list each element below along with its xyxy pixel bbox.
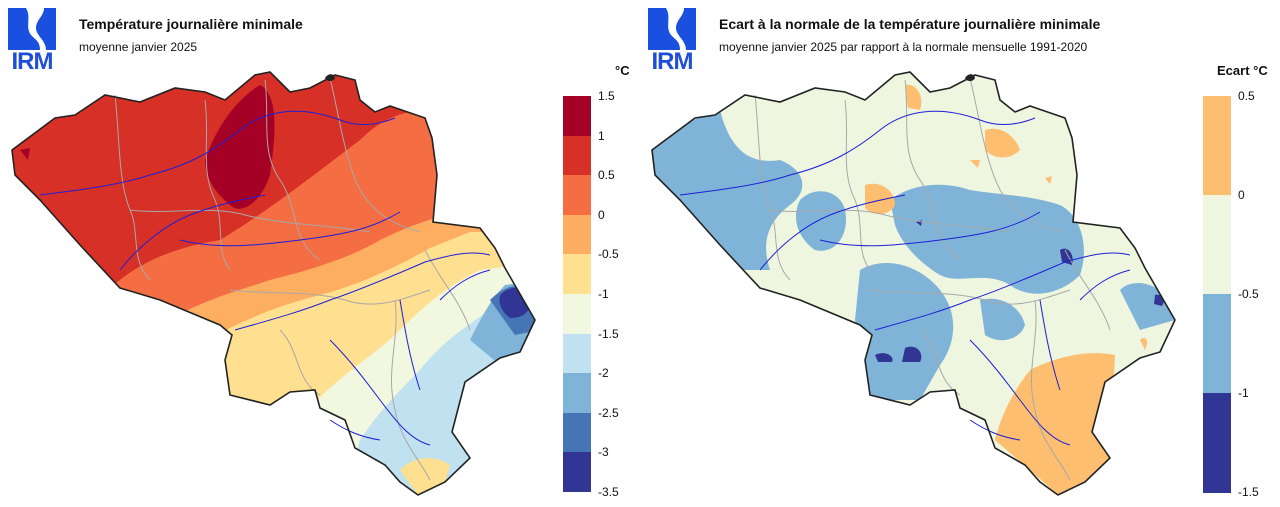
legend-color-swatch — [563, 373, 591, 414]
irm-logo-mark — [8, 8, 56, 50]
legend-tick-label: -3 — [598, 445, 609, 460]
legend-unit-label: °C — [615, 63, 630, 78]
legend-tick-label: -2 — [598, 366, 609, 381]
temperature-color-legend — [563, 96, 591, 493]
legend-tick-label: 0 — [598, 207, 605, 222]
irm-logo-text: IRM — [651, 48, 694, 75]
anomaly-color-legend — [1203, 96, 1231, 493]
legend-color-swatch — [563, 175, 591, 216]
legend-tick-label: -0.5 — [598, 247, 619, 262]
legend-unit-label: Ecart °C — [1217, 63, 1268, 78]
legend-color-swatch — [1203, 96, 1231, 196]
legend-tick-label: -3.5 — [598, 485, 619, 499]
legend-color-swatch — [563, 452, 591, 493]
map-subtitle: moyenne janvier 2025 — [79, 40, 198, 54]
legend-color-swatch — [563, 294, 591, 335]
legend-color-swatch — [563, 135, 591, 176]
minimum-temperature-panel: IRM Température journalière minimale moy… — [6, 6, 630, 499]
legend-color-swatch — [1203, 294, 1231, 394]
legend-tick-label: -1.5 — [1238, 485, 1259, 499]
legend-tick-label: -1 — [1238, 386, 1249, 400]
map-title: Ecart à la normale de la température jou… — [719, 16, 1101, 32]
map-title: Température journalière minimale — [79, 16, 303, 32]
legend-tick-label: 0 — [1238, 188, 1245, 202]
legend-tick-label: -1 — [598, 287, 609, 301]
legend-tick-label: -2.5 — [598, 405, 619, 420]
legend-tick-label: -0.5 — [1238, 287, 1259, 301]
legend-tick-label: 0.5 — [1238, 89, 1255, 103]
legend-color-swatch — [1203, 195, 1231, 295]
legend-tick-label: -1.5 — [598, 326, 619, 341]
legend-color-swatch — [563, 254, 591, 295]
legend-color-swatch — [563, 333, 591, 374]
belgium-temperature-map — [11, 71, 536, 496]
legend-color-swatch — [1203, 393, 1231, 493]
legend-color-swatch — [563, 412, 591, 453]
irm-logo: IRM — [646, 6, 698, 75]
irm-logo-mark — [648, 8, 696, 50]
irm-logo: IRM — [6, 6, 58, 75]
belgium-anomaly-map — [651, 71, 1176, 496]
legend-tick-label: 0.5 — [598, 168, 615, 183]
map-subtitle: moyenne janvier 2025 par rapport à la no… — [719, 40, 1088, 54]
temperature-anomaly-panel: IRM Ecart à la normale de la température… — [640, 0, 1280, 507]
legend-tick-label: 1 — [598, 128, 605, 143]
legend-tick-label: 1.5 — [598, 89, 615, 103]
legend-color-swatch — [563, 96, 591, 137]
legend-color-swatch — [563, 214, 591, 255]
irm-logo-text: IRM — [11, 48, 54, 75]
